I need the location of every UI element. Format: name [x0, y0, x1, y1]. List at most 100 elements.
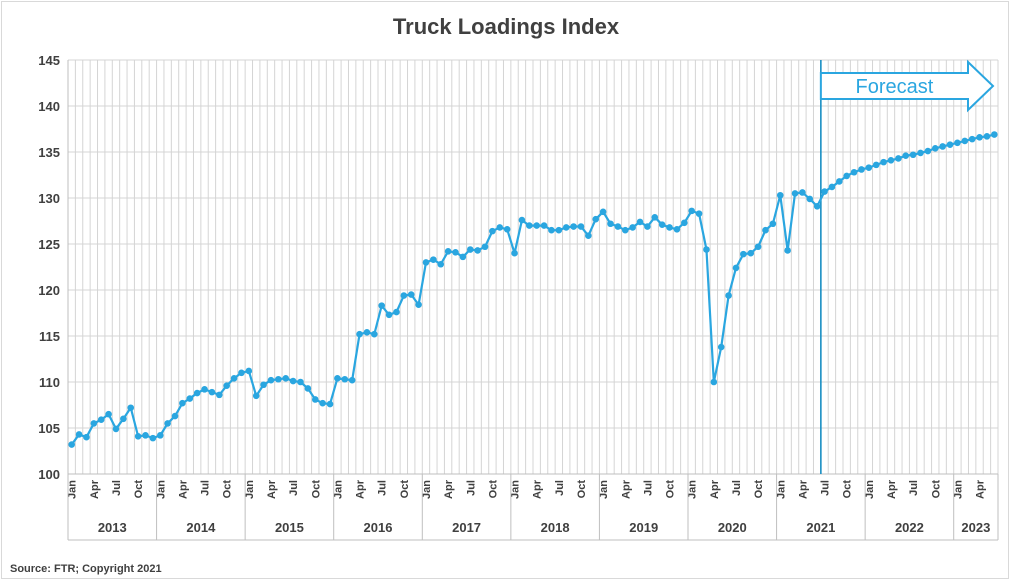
data-point — [939, 143, 946, 150]
horizontal-gridlines — [67, 59, 998, 475]
data-point — [407, 291, 415, 298]
data-point — [836, 178, 843, 185]
month-tick-label: Apr — [443, 479, 455, 499]
data-point — [651, 214, 659, 221]
data-point — [297, 378, 304, 386]
data-point — [599, 208, 607, 216]
data-point — [592, 215, 600, 223]
data-point — [791, 190, 799, 197]
data-point — [954, 139, 961, 147]
data-point — [747, 249, 755, 257]
data-point — [666, 224, 673, 231]
y-tick-label: 135 — [38, 145, 60, 160]
data-point — [223, 382, 230, 389]
data-point — [917, 149, 924, 157]
series-index — [68, 131, 998, 448]
data-point — [540, 222, 548, 229]
month-tick-label: Jul — [642, 480, 654, 496]
data-point — [784, 247, 791, 254]
year-tick-label: 2015 — [275, 520, 304, 535]
forecast-label: Forecast — [856, 76, 934, 98]
month-tick-label: Jul — [288, 480, 300, 496]
data-point — [924, 147, 932, 155]
data-point — [186, 395, 194, 402]
data-point — [880, 158, 887, 166]
data-point — [489, 227, 496, 235]
data-point — [946, 141, 954, 148]
data-point — [895, 155, 902, 162]
data-point — [496, 224, 504, 231]
data-point — [673, 225, 681, 233]
source-note: Source: FTR; Copyright 2021 — [10, 563, 162, 575]
data-point — [142, 432, 149, 439]
data-point — [703, 246, 710, 253]
data-point — [356, 330, 363, 338]
data-point — [474, 247, 481, 254]
y-tick-label: 105 — [38, 421, 60, 436]
data-point — [769, 220, 777, 228]
y-axis-ticks: 100 105 110 115 120 125 130 135 140 145 — [38, 53, 60, 482]
data-point — [208, 388, 216, 396]
data-point — [872, 161, 880, 169]
y-tick-label: 125 — [38, 237, 60, 252]
vertical-gridlines — [67, 60, 999, 474]
month-tick-label: Apr — [797, 479, 809, 499]
data-point — [555, 226, 563, 234]
month-tick-label: Oct — [399, 480, 411, 499]
month-tick-label: Jul — [200, 480, 212, 496]
data-point — [193, 389, 201, 397]
month-tick-label: Apr — [355, 479, 367, 499]
forecast-arrow — [819, 59, 995, 113]
month-tick-label: Jul — [820, 480, 832, 496]
month-tick-label: Jul — [554, 480, 566, 496]
month-tick-label: Oct — [487, 480, 499, 499]
year-tick-label: 2019 — [629, 520, 658, 535]
data-point — [762, 226, 769, 234]
y-tick-label: 115 — [39, 329, 60, 344]
data-point — [378, 302, 385, 309]
data-point — [548, 226, 555, 234]
month-tick-label: Apr — [886, 479, 898, 499]
month-tick-label: Jan — [67, 480, 79, 499]
data-point — [806, 195, 814, 203]
data-point — [452, 248, 459, 256]
data-point — [754, 243, 762, 251]
month-tick-label: Jan — [155, 480, 167, 499]
month-tick-label: Oct — [753, 480, 765, 499]
year-tick-label: 2016 — [364, 520, 393, 535]
data-point — [710, 378, 718, 386]
month-tick-label: Jan — [598, 480, 610, 499]
month-tick-label: Apr — [532, 479, 544, 499]
data-point — [97, 416, 105, 424]
month-tick-label: Jan — [952, 480, 964, 499]
data-point — [393, 308, 400, 316]
data-point — [931, 145, 939, 152]
data-point — [503, 225, 511, 233]
month-tick-label: Jan — [687, 480, 699, 499]
month-tick-label: Oct — [842, 480, 854, 499]
x-axis-ticks: Jan Apr Jul Oct Jan Apr Jul Oct Jan Apr Jul Oct Jan A… — [67, 474, 999, 541]
data-point — [127, 404, 135, 412]
data-point — [983, 133, 991, 140]
month-tick-label: Jan — [864, 480, 876, 499]
data-point — [459, 253, 467, 261]
data-point — [326, 400, 334, 408]
data-point — [134, 432, 142, 440]
data-point — [90, 420, 98, 427]
y-tick-label: 100 — [38, 467, 60, 482]
data-point — [991, 131, 998, 138]
data-point — [68, 441, 75, 448]
data-point — [437, 260, 445, 268]
data-point — [289, 377, 297, 385]
data-point — [385, 311, 393, 319]
data-point — [740, 250, 747, 258]
year-tick-label: 2023 — [961, 520, 990, 535]
data-point — [230, 375, 238, 382]
year-tick-label: 2017 — [452, 520, 481, 535]
data-point — [828, 183, 836, 191]
data-point — [311, 396, 319, 403]
y-tick-label: 120 — [38, 283, 60, 298]
data-point — [275, 375, 282, 383]
month-tick-label: Apr — [709, 479, 721, 499]
data-point — [562, 224, 570, 231]
